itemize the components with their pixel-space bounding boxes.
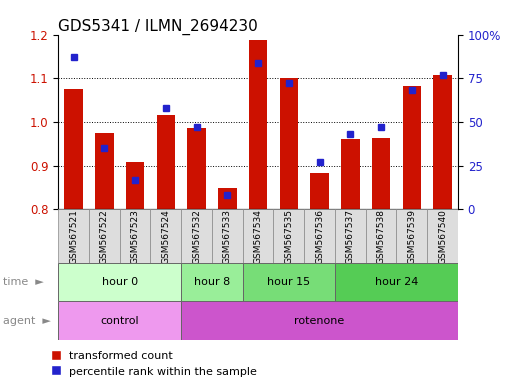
FancyBboxPatch shape [58, 301, 181, 340]
Text: GDS5341 / ILMN_2694230: GDS5341 / ILMN_2694230 [58, 18, 258, 35]
Text: GSM567524: GSM567524 [161, 209, 170, 263]
Text: rotenone: rotenone [294, 316, 344, 326]
FancyBboxPatch shape [120, 209, 150, 263]
FancyBboxPatch shape [181, 209, 212, 263]
FancyBboxPatch shape [212, 209, 242, 263]
Bar [95, 133, 113, 209]
Text: hour 24: hour 24 [374, 277, 417, 287]
Legend: transformed count, percentile rank within the sample: transformed count, percentile rank withi… [51, 351, 256, 377]
Text: GSM567533: GSM567533 [222, 209, 231, 264]
Bar [371, 138, 389, 209]
Text: agent  ►: agent ► [3, 316, 50, 326]
FancyBboxPatch shape [365, 209, 395, 263]
FancyBboxPatch shape [242, 263, 334, 301]
FancyBboxPatch shape [334, 263, 457, 301]
Bar [340, 139, 359, 209]
FancyBboxPatch shape [58, 209, 89, 263]
Bar [310, 174, 328, 209]
Text: GSM567538: GSM567538 [376, 209, 385, 264]
Bar [218, 188, 236, 209]
FancyBboxPatch shape [181, 301, 457, 340]
Text: hour 0: hour 0 [102, 277, 137, 287]
FancyBboxPatch shape [242, 209, 273, 263]
Bar [187, 129, 206, 209]
Bar [126, 162, 144, 209]
Text: GSM567536: GSM567536 [315, 209, 323, 264]
FancyBboxPatch shape [304, 209, 334, 263]
Text: GSM567521: GSM567521 [69, 209, 78, 263]
FancyBboxPatch shape [150, 209, 181, 263]
FancyBboxPatch shape [426, 209, 457, 263]
Text: GSM567532: GSM567532 [192, 209, 200, 263]
Text: control: control [100, 316, 139, 326]
Bar [156, 115, 175, 209]
Text: GSM567535: GSM567535 [284, 209, 293, 264]
FancyBboxPatch shape [395, 209, 426, 263]
Text: GSM567539: GSM567539 [407, 209, 416, 264]
Text: GSM567540: GSM567540 [437, 209, 446, 263]
Text: GSM567537: GSM567537 [345, 209, 354, 264]
FancyBboxPatch shape [334, 209, 365, 263]
FancyBboxPatch shape [181, 263, 242, 301]
Bar [248, 40, 267, 209]
Text: hour 15: hour 15 [267, 277, 310, 287]
FancyBboxPatch shape [58, 263, 181, 301]
Text: GSM567534: GSM567534 [253, 209, 262, 263]
FancyBboxPatch shape [89, 209, 120, 263]
Bar [432, 75, 451, 209]
FancyBboxPatch shape [273, 209, 304, 263]
Text: GSM567522: GSM567522 [99, 209, 109, 263]
Bar [279, 78, 297, 209]
Text: GSM567523: GSM567523 [130, 209, 139, 263]
Bar [402, 86, 420, 209]
Text: hour 8: hour 8 [193, 277, 230, 287]
Bar [64, 89, 83, 209]
Text: time  ►: time ► [3, 277, 43, 287]
